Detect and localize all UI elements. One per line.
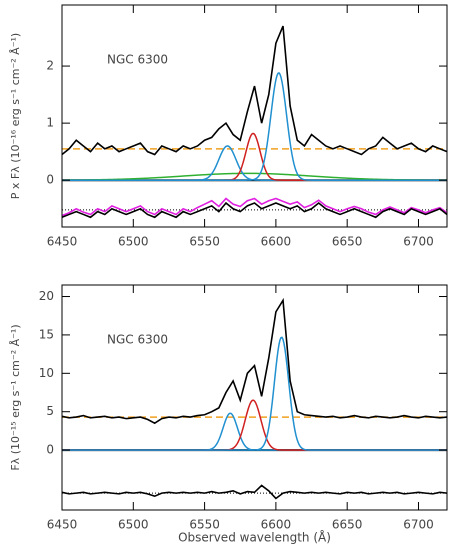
x-axis-label: Observed wavelength (Å) [178,530,331,545]
y-tick-label: 20 [39,289,54,303]
annotation: NGC 6300 [107,333,168,347]
y-tick-label: 0 [46,173,54,187]
y-tick-label: 10 [39,366,54,380]
annotation: NGC 6300 [107,53,168,67]
spectrum-line [61,197,448,217]
x-tick-label: 6550 [189,235,220,249]
x-tick-label: 6600 [261,518,292,532]
x-tick-label: 6450 [47,235,78,249]
x-tick-label: 6500 [118,518,149,532]
y-tick-label: 2 [46,59,54,73]
x-tick-label: 6450 [47,518,78,532]
x-tick-label: 6600 [261,235,292,249]
plot-frame [61,284,448,511]
gaussian-component [62,72,447,181]
x-tick-label: 6700 [403,235,434,249]
spectrum-line [61,201,448,219]
spectrum-line [61,25,448,156]
y-tick-label: 5 [46,404,54,418]
y-axis-label: P x Fλ (10⁻¹⁶ erg s⁻¹ cm⁻² Å⁻¹) [9,33,22,199]
spectrum-line [61,297,448,425]
plot-frame [61,4,448,228]
y-tick-label: 0 [46,443,54,457]
y-tick-label: 15 [39,327,54,341]
gaussian-component [62,336,447,451]
x-tick-label: 6650 [332,235,363,249]
x-tick-label: 6700 [403,518,434,532]
x-tick-label: 6650 [332,518,363,532]
y-tick-label: 1 [46,116,54,130]
spectrum-line [61,484,448,500]
x-tick-label: 6500 [118,235,149,249]
y-axis-label: Fλ (10⁻¹⁵ erg s⁻¹ cm⁻² Å⁻¹) [9,324,22,470]
x-tick-label: 6550 [189,518,220,532]
